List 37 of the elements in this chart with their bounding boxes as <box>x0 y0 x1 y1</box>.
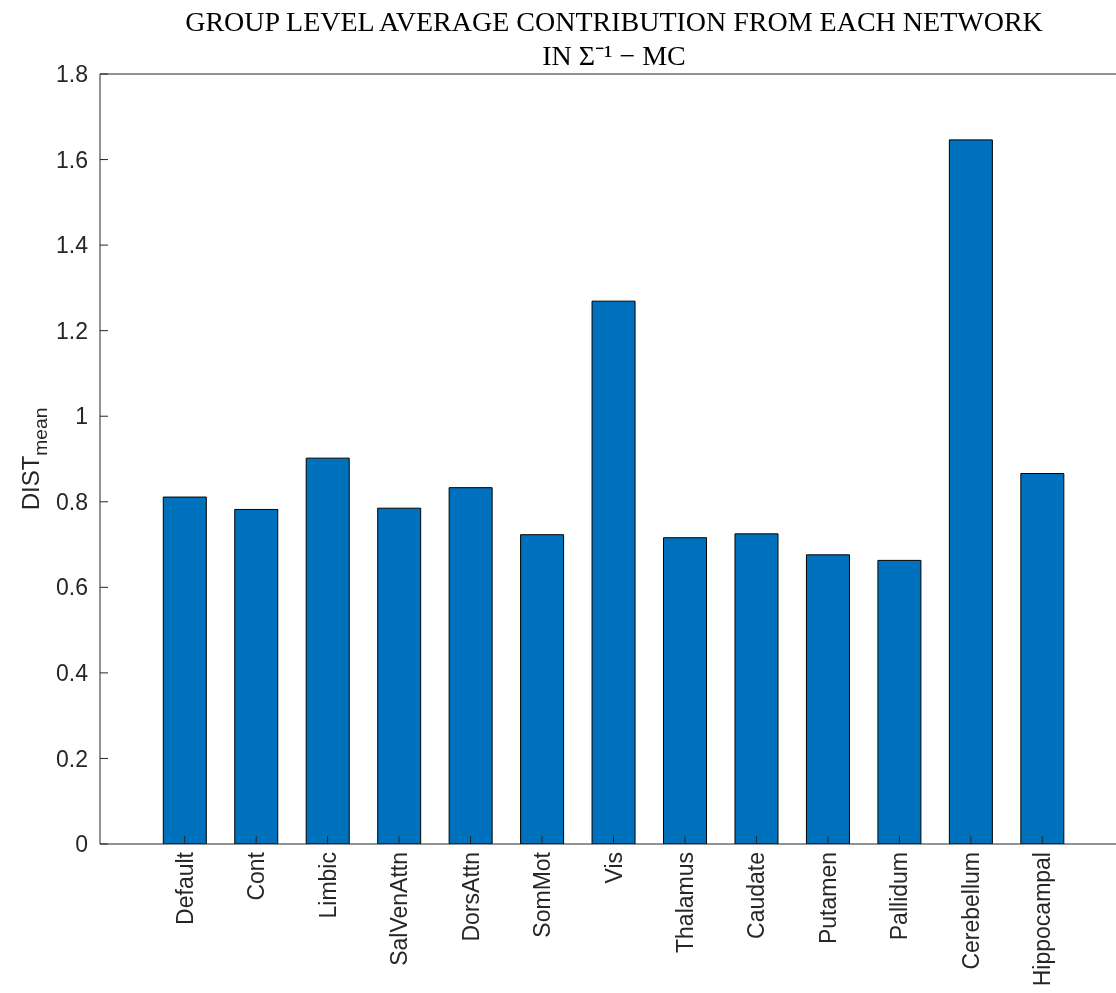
bar <box>877 559 922 844</box>
bar <box>162 496 207 844</box>
x-tick-label: Hippocampal <box>1029 852 1056 987</box>
bar <box>805 554 850 844</box>
y-tick-label: 0.4 <box>56 660 89 687</box>
bar <box>234 508 279 844</box>
x-tick-label: Limbic <box>314 852 341 919</box>
chart-title: GROUP LEVEL AVERAGE CONTRIBUTION FROM EACH NETWORK IN Σ⁻¹ − MC <box>184 5 1044 73</box>
y-tick-label: 1.2 <box>56 317 88 344</box>
x-tick-label: Putamen <box>814 852 841 945</box>
bar <box>663 537 708 844</box>
x-tick-label: Thalamus <box>671 852 698 953</box>
y-tick-label: 1.4 <box>56 232 89 259</box>
y-tick-label: 0.2 <box>56 745 88 772</box>
x-tick-label: DorsAttn <box>457 852 484 942</box>
y-tick-label: 0 <box>75 831 88 858</box>
x-tick-label: Cerebellum <box>957 852 984 970</box>
bar <box>948 139 993 844</box>
y-tick-label: 1 <box>75 403 88 430</box>
x-tick-label: SalVenAttn <box>386 852 413 966</box>
bar <box>1020 473 1065 844</box>
x-tick-label: Cont <box>243 851 270 901</box>
y-tick-label: 1.6 <box>56 146 88 173</box>
bar <box>305 457 350 844</box>
x-tick-label: SomMot <box>529 851 556 938</box>
y-tick-label: 0.8 <box>56 488 88 515</box>
x-tick-label: Default <box>171 851 198 925</box>
bar <box>734 533 779 844</box>
x-tick-label: Vis <box>600 852 627 884</box>
bar <box>377 507 422 844</box>
bar <box>591 300 636 844</box>
y-tick-label: 1.8 <box>56 61 88 88</box>
x-tick-label: Pallidum <box>886 852 913 941</box>
x-tick-label: Caudate <box>743 852 770 939</box>
bar <box>448 487 493 844</box>
bar <box>520 534 565 844</box>
y-tick-label: 0.6 <box>56 574 88 601</box>
